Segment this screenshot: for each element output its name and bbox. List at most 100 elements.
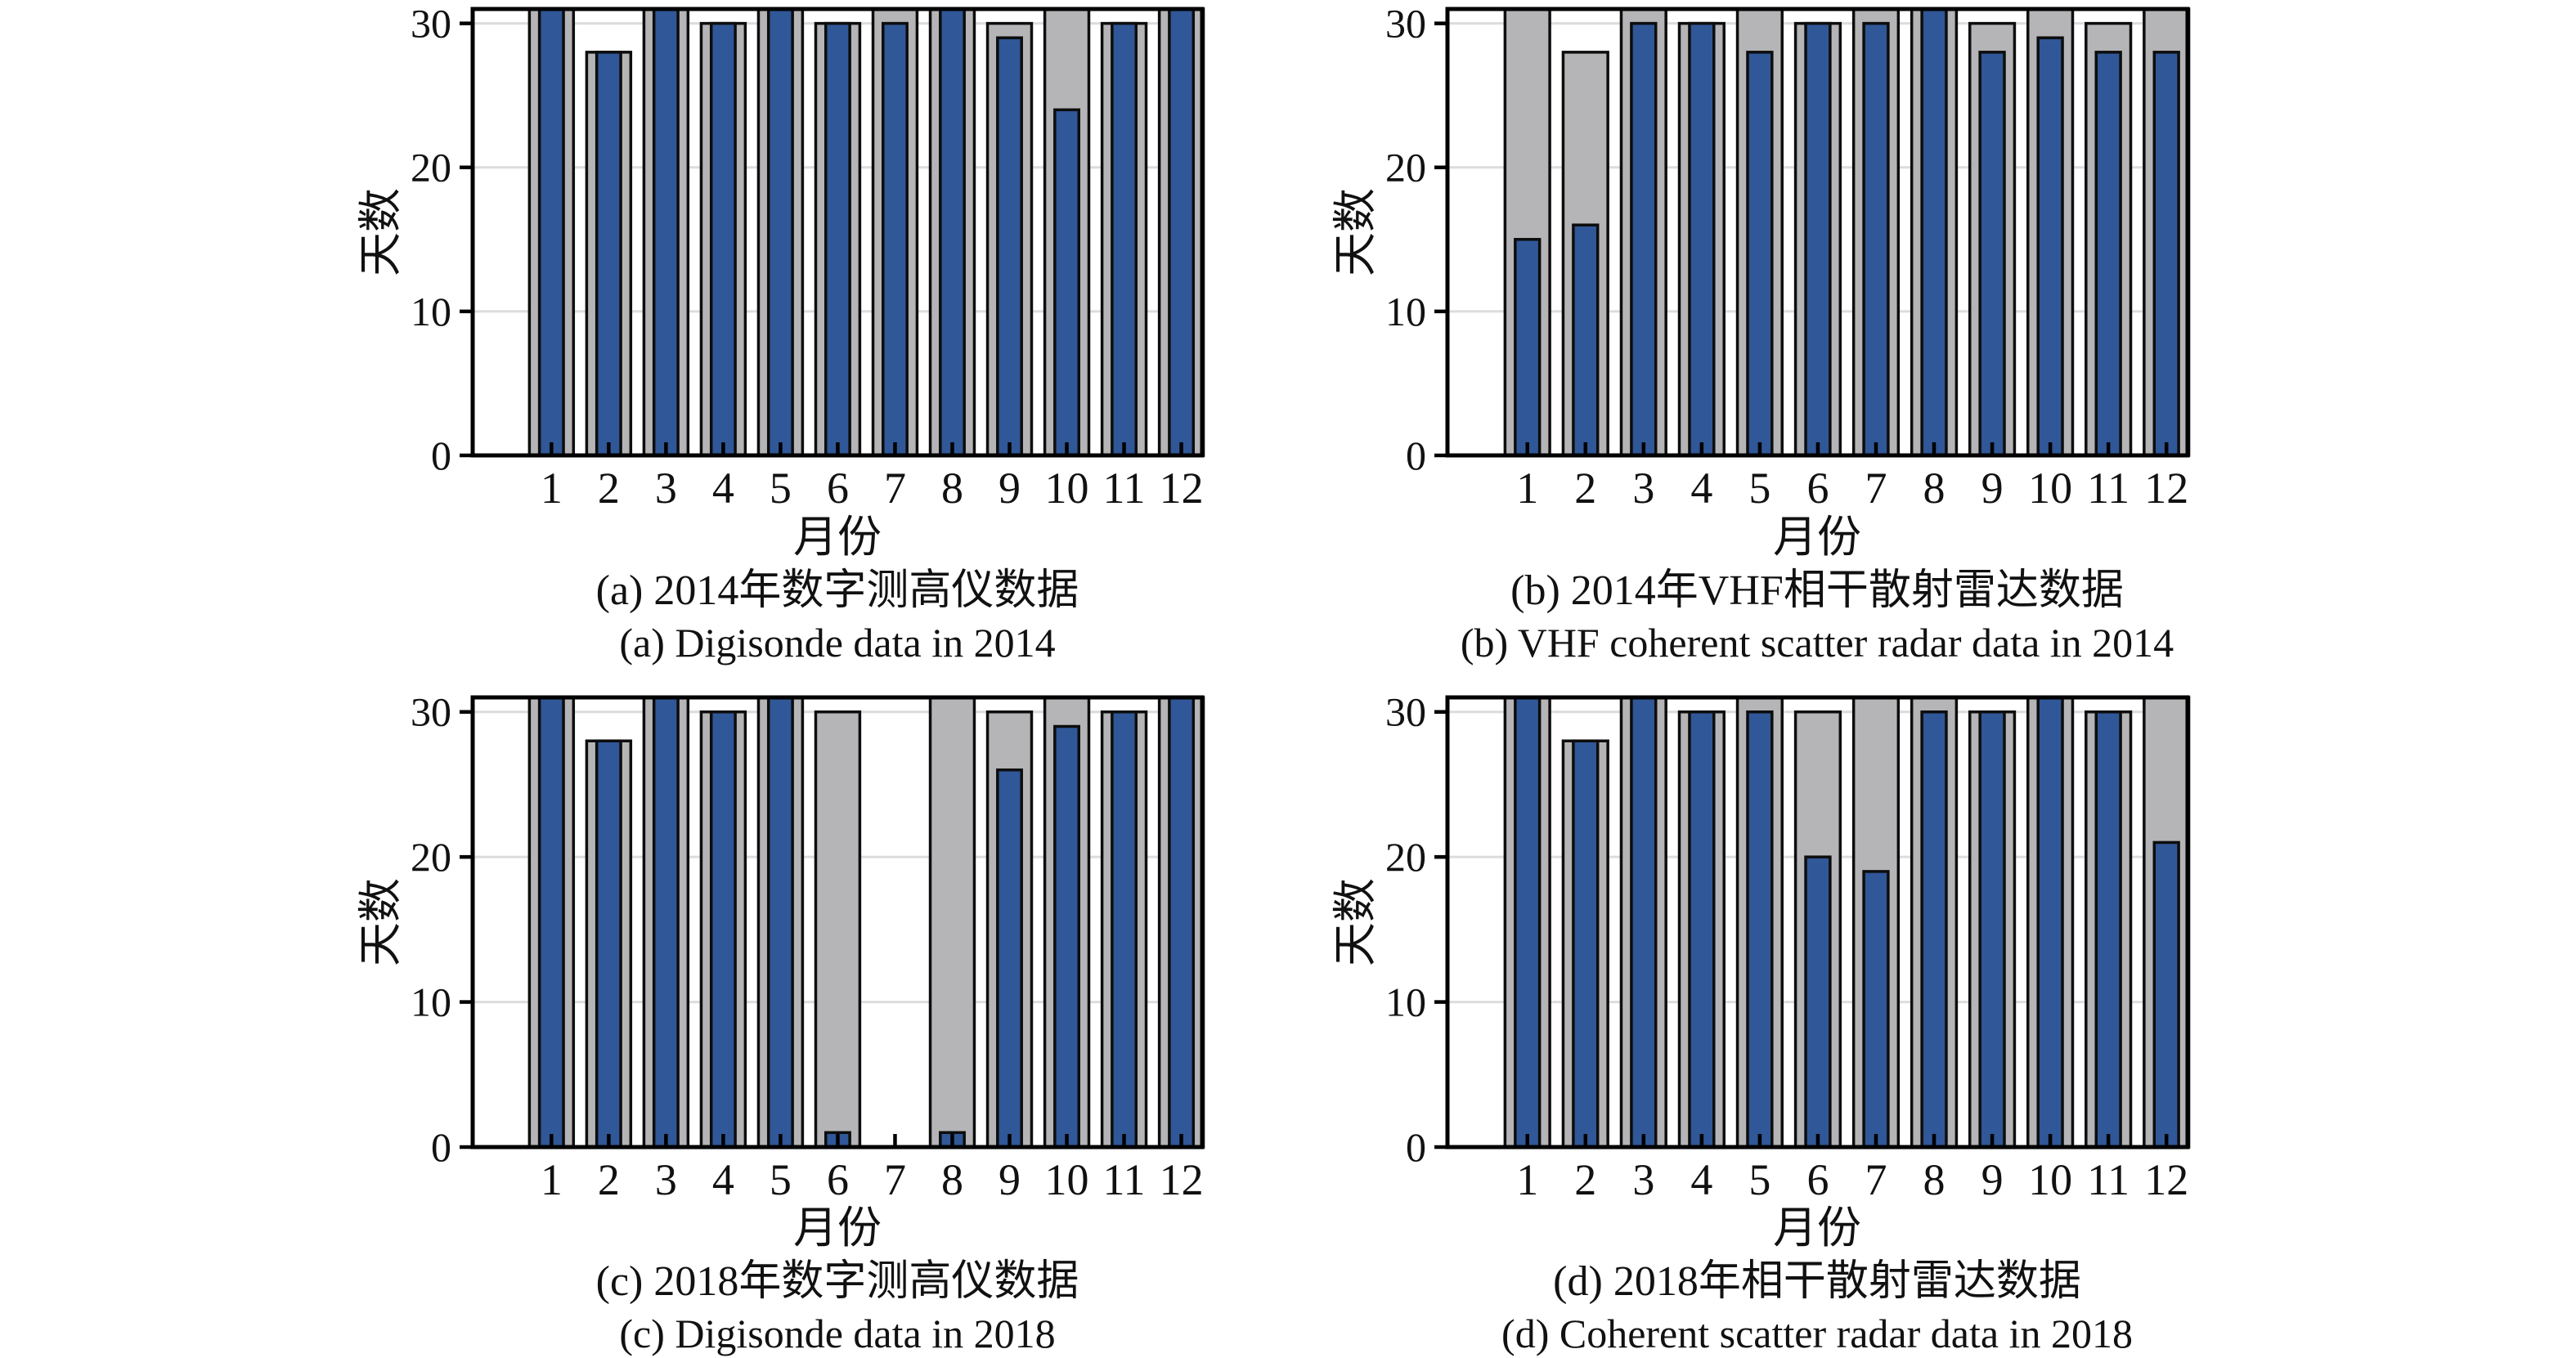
bar-blue-a-m9	[996, 36, 1023, 457]
x-tick-label-b-10: 10	[2028, 464, 2072, 513]
y-tick-label-a-0: 0	[431, 432, 451, 478]
bar-blue-a-m8	[939, 7, 966, 457]
y-tick-label-d-10: 10	[1385, 979, 1426, 1025]
bar-blue-d-m11	[2094, 710, 2122, 1149]
bar-blue-d-m9	[1978, 710, 2006, 1149]
caption-a-chinese: (a) 2014年数字测高仪数据	[595, 567, 1079, 614]
y-tick-label-a-10: 10	[411, 289, 451, 334]
bar-blue-c-m9	[996, 768, 1023, 1149]
y-axis-label-a: 天数	[356, 188, 406, 276]
bar-gray-c-m6	[814, 710, 862, 1149]
x-tick-label-a-7: 7	[884, 464, 906, 513]
x-tick-label-c-9: 9	[999, 1155, 1021, 1204]
y-tick-label-a-30: 30	[411, 1, 451, 47]
bar-blue-b-m6	[1804, 21, 1832, 457]
bar-blue-a-m2	[595, 51, 622, 457]
bar-blue-d-m10	[2036, 696, 2064, 1149]
x-tick-label-a-5: 5	[770, 464, 792, 513]
x-tick-label-b-7: 7	[1865, 464, 1887, 513]
x-tick-label-a-2: 2	[598, 464, 620, 513]
x-tick-label-d-6: 6	[1806, 1155, 1829, 1204]
x-tick-label-d-8: 8	[1923, 1155, 1945, 1204]
bar-blue-a-m10	[1053, 108, 1080, 457]
bar-blue-a-m4	[709, 21, 737, 457]
x-tick-label-c-11: 11	[1103, 1155, 1146, 1204]
bar-blue-d-m12	[2152, 840, 2180, 1149]
bar-blue-a-m6	[824, 21, 851, 457]
x-tick-label-d-5: 5	[1748, 1155, 1770, 1204]
plot-frame-a	[470, 7, 1205, 458]
y-tick-label-c-30: 30	[411, 689, 451, 735]
x-tick-label-a-9: 9	[999, 464, 1021, 513]
y-tick-label-a-20: 20	[411, 145, 451, 190]
bar-blue-a-m12	[1168, 7, 1196, 457]
y-tick-label-b-30: 30	[1385, 1, 1426, 47]
y-tick-label-d-30: 30	[1385, 689, 1426, 735]
x-axis-label-c: 月份	[793, 1203, 882, 1253]
y-tick-label-d-0: 0	[1406, 1124, 1426, 1170]
x-tick-label-b-5: 5	[1748, 464, 1770, 513]
caption-b-english: (b) VHF coherent scatter radar data in 2…	[1460, 620, 2174, 666]
bar-blue-b-m9	[1978, 51, 2006, 457]
x-tick-label-c-6: 6	[827, 1155, 849, 1204]
y-tick-label-b-10: 10	[1385, 289, 1426, 334]
bar-blue-a-m5	[766, 7, 794, 457]
y-axis-label-d: 天数	[1331, 878, 1380, 966]
x-tick-label-a-12: 12	[1160, 464, 1204, 513]
bar-blue-b-m12	[2152, 51, 2180, 457]
bar-blue-d-m1	[1514, 696, 1542, 1149]
plot-frame-d	[1445, 695, 2190, 1150]
x-tick-label-a-4: 4	[712, 464, 734, 513]
x-tick-label-d-4: 4	[1690, 1155, 1712, 1204]
y-axis-label-c: 天数	[356, 878, 406, 966]
bar-blue-b-m1	[1514, 238, 1542, 457]
bar-blue-d-m6	[1804, 855, 1832, 1149]
bar-gray-c-m8	[928, 696, 976, 1149]
bar-blue-b-m8	[1920, 7, 1948, 457]
x-tick-label-c-10: 10	[1045, 1155, 1089, 1204]
bar-blue-c-m12	[1168, 696, 1196, 1149]
bar-blue-c-m5	[766, 696, 794, 1149]
bar-blue-a-m7	[882, 21, 909, 457]
x-tick-label-d-7: 7	[1865, 1155, 1887, 1204]
plot-frame-b	[1445, 7, 2190, 458]
x-tick-label-d-3: 3	[1632, 1155, 1654, 1204]
x-axis-label-d: 月份	[1773, 1203, 1861, 1253]
x-tick-label-a-10: 10	[1045, 464, 1089, 513]
x-tick-label-a-8: 8	[941, 464, 963, 513]
y-tick-label-c-20: 20	[411, 834, 451, 880]
y-axis-label-b: 天数	[1331, 188, 1380, 276]
caption-d-english: (d) Coherent scatter radar data in 2018	[1501, 1311, 2133, 1356]
x-tick-label-c-2: 2	[598, 1155, 620, 1204]
x-tick-label-b-1: 1	[1516, 464, 1538, 513]
bar-blue-b-m5	[1746, 51, 1774, 457]
bar-blue-d-m8	[1920, 710, 1948, 1149]
x-tick-label-c-1: 1	[541, 1155, 563, 1204]
plot-frame-c	[470, 695, 1205, 1150]
x-tick-label-c-7: 7	[884, 1155, 906, 1204]
x-tick-label-c-4: 4	[712, 1155, 734, 1204]
bar-blue-a-m3	[652, 7, 680, 457]
bar-blue-b-m7	[1862, 21, 1890, 457]
bar-blue-b-m4	[1688, 21, 1716, 457]
y-tick-label-b-0: 0	[1406, 432, 1426, 478]
caption-c-english: (c) Digisonde data in 2018	[619, 1311, 1056, 1356]
bar-blue-b-m2	[1572, 223, 1600, 457]
caption-c-chinese: (c) 2018年数字测高仪数据	[595, 1258, 1079, 1305]
x-tick-label-b-4: 4	[1690, 464, 1712, 513]
x-tick-label-b-11: 11	[2087, 464, 2129, 513]
x-tick-label-c-5: 5	[770, 1155, 792, 1204]
bar-blue-d-m2	[1572, 739, 1600, 1149]
x-tick-label-a-6: 6	[827, 464, 849, 513]
bar-blue-b-m10	[2036, 36, 2064, 457]
x-tick-label-d-2: 2	[1574, 1155, 1596, 1204]
bar-blue-d-m4	[1688, 710, 1716, 1149]
x-axis-label-b: 月份	[1773, 513, 1861, 562]
x-tick-label-b-12: 12	[2144, 464, 2188, 513]
x-tick-label-a-1: 1	[541, 464, 563, 513]
bar-blue-d-m5	[1746, 710, 1774, 1149]
y-tick-label-d-20: 20	[1385, 834, 1426, 880]
